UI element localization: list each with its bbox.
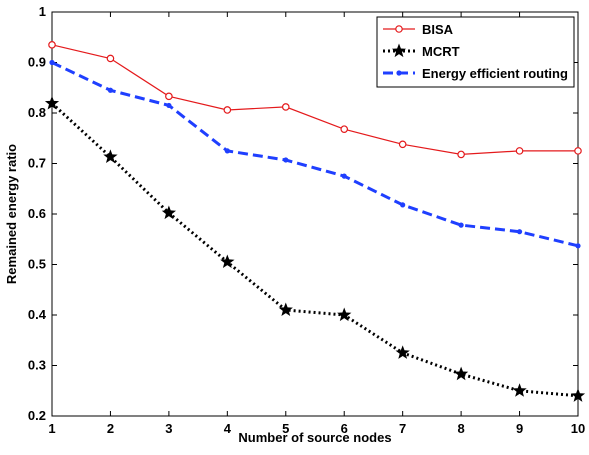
legend-label: BISA: [422, 22, 454, 37]
y-tick-label: 0.8: [28, 105, 46, 120]
data-point: [281, 103, 290, 111]
data-point: [337, 307, 352, 322]
data-point: [44, 95, 60, 110]
y-axis-ticks: 0.2 0.3 0.4 0.5 0.6 0.7 0.8 0.9 1: [28, 4, 578, 423]
data-point: [278, 302, 293, 316]
data-point: [516, 229, 523, 235]
legend: BISA MCRT Energy efficient routing: [376, 16, 575, 88]
y-tick-label: 1: [39, 4, 46, 19]
legend-label: Energy efficient routing: [422, 66, 568, 81]
legend-marker: [391, 43, 407, 58]
data-point: [395, 345, 410, 359]
data-point: [398, 140, 407, 149]
series-2: [49, 59, 581, 249]
x-tick-label: 4: [224, 421, 232, 436]
x-axis-label: Number of source nodes: [238, 430, 391, 445]
y-tick-label: 0.7: [28, 156, 46, 171]
data-point: [283, 157, 289, 163]
legend-label: MCRT: [422, 44, 460, 59]
data-point: [574, 147, 582, 155]
data-point: [512, 383, 527, 397]
data-point: [454, 366, 469, 381]
series-line: [50, 102, 579, 398]
data-point: [340, 125, 349, 133]
series-0: [48, 41, 582, 159]
data-point: [107, 87, 114, 93]
x-axis-ticks: 1 2 3 4 5 6 7 8 9 10: [48, 12, 585, 436]
data-point: [106, 54, 115, 63]
x-tick-label: 3: [165, 421, 172, 436]
series-layer: [44, 41, 586, 402]
data-point: [515, 147, 524, 155]
data-point: [570, 388, 586, 402]
y-tick-label: 0.3: [28, 358, 46, 373]
y-tick-label: 0.6: [28, 206, 46, 221]
x-tick-label: 1: [48, 421, 55, 436]
data-point: [575, 243, 581, 249]
data-point: [48, 41, 56, 49]
x-tick-label: 5: [282, 421, 289, 436]
data-point: [165, 92, 173, 101]
series-1: [44, 95, 586, 402]
x-tick-label: 9: [516, 421, 523, 436]
y-tick-label: 0.9: [28, 55, 46, 70]
data-point: [223, 106, 232, 114]
y-axis-label: Remained energy ratio: [4, 144, 19, 284]
data-point: [458, 222, 464, 228]
x-tick-label: 2: [107, 421, 114, 436]
x-tick-label: 10: [571, 421, 585, 436]
data-point: [341, 173, 347, 179]
y-tick-label: 0.2: [28, 408, 46, 423]
x-tick-label: 8: [457, 421, 464, 436]
data-point: [49, 59, 55, 66]
data-point: [166, 102, 172, 109]
data-point: [161, 205, 176, 220]
legend-marker: [396, 70, 402, 76]
data-point: [220, 254, 235, 268]
legend-marker: [395, 25, 403, 33]
data-point: [224, 148, 230, 154]
data-point: [103, 149, 118, 163]
data-point: [457, 150, 465, 159]
data-point: [400, 202, 406, 208]
y-tick-label: 0.5: [28, 257, 46, 272]
x-tick-label: 7: [399, 421, 406, 436]
series-line: [51, 44, 578, 156]
series-line: [51, 61, 579, 248]
y-tick-label: 0.4: [28, 307, 47, 322]
x-tick-label: 6: [341, 421, 348, 436]
